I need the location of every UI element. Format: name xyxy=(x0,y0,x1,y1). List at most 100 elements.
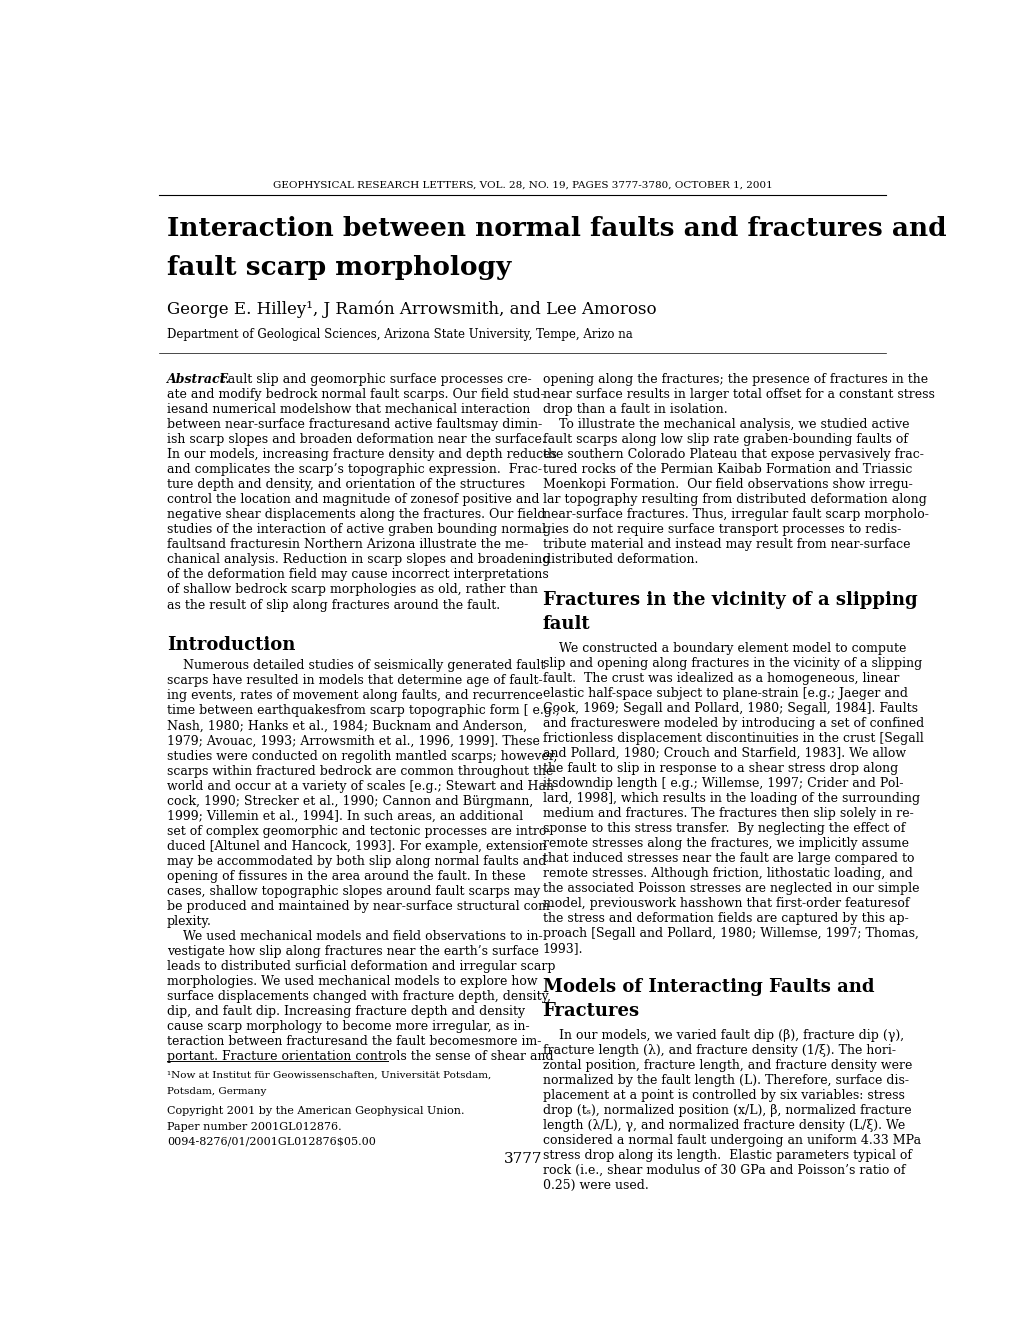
Text: and Pollard, 1980; Crouch and Starfield, 1983]. We allow: and Pollard, 1980; Crouch and Starfield,… xyxy=(542,747,905,760)
Text: the fault to slip in response to a shear stress drop along: the fault to slip in response to a shear… xyxy=(542,762,897,775)
Text: fracture length (λ), and fracture density (1/ξ). The hori-: fracture length (λ), and fracture densit… xyxy=(542,1044,895,1057)
Text: portant. Fracture orientation controls the sense of shear and: portant. Fracture orientation controls t… xyxy=(167,1051,553,1064)
Text: ing events, rates of movement along faults, and recurrence: ing events, rates of movement along faul… xyxy=(167,689,542,702)
Text: iesand numerical modelshow that mechanical interaction: iesand numerical modelshow that mechanic… xyxy=(167,403,530,416)
Text: near surface results in larger total offset for a constant stress: near surface results in larger total off… xyxy=(542,388,933,401)
Text: studies were conducted on regolith mantled scarps; however,: studies were conducted on regolith mantl… xyxy=(167,750,556,763)
Text: Fault slip and geomorphic surface processes cre-: Fault slip and geomorphic surface proces… xyxy=(220,372,531,385)
Text: distributed deformation.: distributed deformation. xyxy=(542,553,697,566)
Text: GEOPHYSICAL RESEARCH LETTERS, VOL. 28, NO. 19, PAGES 3777-3780, OCTOBER 1, 2001: GEOPHYSICAL RESEARCH LETTERS, VOL. 28, N… xyxy=(273,181,771,190)
Text: that induced stresses near the fault are large compared to: that induced stresses near the fault are… xyxy=(542,853,913,865)
Text: faultsand fracturesin Northern Arizona illustrate the me-: faultsand fracturesin Northern Arizona i… xyxy=(167,539,528,552)
Text: considered a normal fault undergoing an uniform 4.33 MPa: considered a normal fault undergoing an … xyxy=(542,1134,920,1147)
Text: teraction between fracturesand the fault becomesmore im-: teraction between fracturesand the fault… xyxy=(167,1035,541,1048)
Text: slip and opening along fractures in the vicinity of a slipping: slip and opening along fractures in the … xyxy=(542,656,921,669)
Text: lar topography resulting from distributed deformation along: lar topography resulting from distribute… xyxy=(542,494,925,506)
Text: We constructed a boundary element model to compute: We constructed a boundary element model … xyxy=(542,642,905,655)
Text: Numerous detailed studies of seismically generated fault: Numerous detailed studies of seismically… xyxy=(167,659,545,672)
Text: time between earthquakesfrom scarp topographic form [ e.g.;: time between earthquakesfrom scarp topog… xyxy=(167,705,559,717)
Text: 3777: 3777 xyxy=(503,1152,541,1167)
Text: drop (tₛ), normalized position (x/L), β, normalized fracture: drop (tₛ), normalized position (x/L), β,… xyxy=(542,1104,910,1117)
Text: Interaction between normal faults and fractures and: Interaction between normal faults and fr… xyxy=(167,216,946,242)
Text: be produced and maintained by near-surface structural com-: be produced and maintained by near-surfa… xyxy=(167,900,553,913)
Text: Paper number 2001GL012876.: Paper number 2001GL012876. xyxy=(167,1122,341,1133)
Text: as the result of slip along fractures around the fault.: as the result of slip along fractures ar… xyxy=(167,598,499,611)
Text: tribute material and instead may result from near-surface: tribute material and instead may result … xyxy=(542,539,909,552)
Text: 1999; Villemin et al., 1994]. In such areas, an additional: 1999; Villemin et al., 1994]. In such ar… xyxy=(167,809,523,822)
Text: may be accommodated by both slip along normal faults and: may be accommodated by both slip along n… xyxy=(167,855,546,867)
Text: leads to distributed surficial deformation and irregular scarp: leads to distributed surficial deformati… xyxy=(167,960,555,973)
Text: dip, and fault dip. Increasing fracture depth and density: dip, and fault dip. Increasing fracture … xyxy=(167,1006,525,1018)
Text: medium and fractures. The fractures then slip solely in re-: medium and fractures. The fractures then… xyxy=(542,807,912,820)
Text: itsdowndip length [ e.g.; Willemse, 1997; Crider and Pol-: itsdowndip length [ e.g.; Willemse, 1997… xyxy=(542,777,902,789)
Text: drop than a fault in isolation.: drop than a fault in isolation. xyxy=(542,403,727,416)
Text: Copyright 2001 by the American Geophysical Union.: Copyright 2001 by the American Geophysic… xyxy=(167,1106,464,1115)
Text: the southern Colorado Plateau that expose pervasively frac-: the southern Colorado Plateau that expos… xyxy=(542,447,922,461)
Text: control the location and magnitude of zonesof positive and: control the location and magnitude of zo… xyxy=(167,494,539,506)
Text: cock, 1990; Strecker et al., 1990; Cannon and Bürgmann,: cock, 1990; Strecker et al., 1990; Canno… xyxy=(167,795,533,808)
Text: Models of Interacting Faults and: Models of Interacting Faults and xyxy=(542,978,873,995)
Text: opening of fissures in the area around the fault. In these: opening of fissures in the area around t… xyxy=(167,870,525,883)
Text: surface displacements changed with fracture depth, density,: surface displacements changed with fract… xyxy=(167,990,550,1003)
Text: 0.25) were used.: 0.25) were used. xyxy=(542,1179,648,1192)
Text: negative shear displacements along the fractures. Our field: negative shear displacements along the f… xyxy=(167,508,545,521)
Text: cause scarp morphology to become more irregular, as in-: cause scarp morphology to become more ir… xyxy=(167,1020,529,1034)
Text: Moenkopi Formation.  Our field observations show irregu-: Moenkopi Formation. Our field observatio… xyxy=(542,478,911,491)
Text: Fractures in the vicinity of a slipping: Fractures in the vicinity of a slipping xyxy=(542,591,916,609)
Text: fault scarp morphology: fault scarp morphology xyxy=(167,255,511,280)
Text: In our models, increasing fracture density and depth reduces: In our models, increasing fracture densi… xyxy=(167,447,556,461)
Text: plexity.: plexity. xyxy=(167,915,212,928)
Text: fault.  The crust was idealized as a homogeneous, linear: fault. The crust was idealized as a homo… xyxy=(542,672,898,685)
Text: cases, shallow topographic slopes around fault scarps may: cases, shallow topographic slopes around… xyxy=(167,884,540,898)
Text: To illustrate the mechanical analysis, we studied active: To illustrate the mechanical analysis, w… xyxy=(542,418,908,432)
Text: Department of Geological Sciences, Arizona State University, Tempe, Arizo na: Department of Geological Sciences, Arizo… xyxy=(167,329,632,341)
Text: 0094-8276/01/2001GL012876$05.00: 0094-8276/01/2001GL012876$05.00 xyxy=(167,1137,376,1146)
Text: lard, 1998], which results in the loading of the surrounding: lard, 1998], which results in the loadin… xyxy=(542,792,919,805)
Text: tured rocks of the Permian Kaibab Formation and Triassic: tured rocks of the Permian Kaibab Format… xyxy=(542,463,911,477)
Text: zontal position, fracture length, and fracture density were: zontal position, fracture length, and fr… xyxy=(542,1059,911,1072)
Text: frictionless displacement discontinuities in the crust [Segall: frictionless displacement discontinuitie… xyxy=(542,731,922,744)
Text: set of complex geomorphic and tectonic processes are intro-: set of complex geomorphic and tectonic p… xyxy=(167,825,550,838)
Text: ish scarp slopes and broaden deformation near the surface.: ish scarp slopes and broaden deformation… xyxy=(167,433,545,446)
Text: Cook, 1969; Segall and Pollard, 1980; Segall, 1984]. Faults: Cook, 1969; Segall and Pollard, 1980; Se… xyxy=(542,702,917,714)
Text: ¹Now at Institut für Geowissenschaften, Universität Potsdam,: ¹Now at Institut für Geowissenschaften, … xyxy=(167,1071,491,1080)
Text: between near-surface fracturesand active faultsmay dimin-: between near-surface fracturesand active… xyxy=(167,418,542,432)
Text: scarps within fractured bedrock are common throughout the: scarps within fractured bedrock are comm… xyxy=(167,764,553,777)
Text: Abstract.: Abstract. xyxy=(167,372,230,385)
Text: opening along the fractures; the presence of fractures in the: opening along the fractures; the presenc… xyxy=(542,372,926,385)
Text: the associated Poisson stresses are neglected in our simple: the associated Poisson stresses are negl… xyxy=(542,882,918,895)
Text: George E. Hilley¹, J Ramón Arrowsmith, and Lee Amoroso: George E. Hilley¹, J Ramón Arrowsmith, a… xyxy=(167,301,656,318)
Text: sponse to this stress transfer.  By neglecting the effect of: sponse to this stress transfer. By negle… xyxy=(542,822,904,836)
Text: fault scarps along low slip rate graben-bounding faults of: fault scarps along low slip rate graben-… xyxy=(542,433,907,446)
Text: ture depth and density, and orientation of the structures: ture depth and density, and orientation … xyxy=(167,478,525,491)
Text: In our models, we varied fault dip (β), fracture dip (γ),: In our models, we varied fault dip (β), … xyxy=(542,1028,903,1041)
Text: placement at a point is controlled by six variables: stress: placement at a point is controlled by si… xyxy=(542,1089,904,1102)
Text: studies of the interaction of active graben bounding normal: studies of the interaction of active gra… xyxy=(167,523,545,536)
Text: stress drop along its length.  Elastic parameters typical of: stress drop along its length. Elastic pa… xyxy=(542,1148,911,1162)
Text: elastic half-space subject to plane-strain [e.g.; Jaeger and: elastic half-space subject to plane-stra… xyxy=(542,686,907,700)
Text: model, previouswork hasshown that first-order featuresof: model, previouswork hasshown that first-… xyxy=(542,898,908,911)
Text: scarps have resulted in models that determine age of fault-: scarps have resulted in models that dete… xyxy=(167,675,542,688)
Text: Nash, 1980; Hanks et al., 1984; Bucknam and Anderson,: Nash, 1980; Hanks et al., 1984; Bucknam … xyxy=(167,719,527,733)
Text: gies do not require surface transport processes to redis-: gies do not require surface transport pr… xyxy=(542,523,900,536)
Text: 1979; Avouac, 1993; Arrowsmith et al., 1996, 1999]. These: 1979; Avouac, 1993; Arrowsmith et al., 1… xyxy=(167,734,539,747)
Text: We used mechanical models and field observations to in-: We used mechanical models and field obse… xyxy=(167,931,542,942)
Text: remote stresses along the fractures, we implicitly assume: remote stresses along the fractures, we … xyxy=(542,837,908,850)
Text: Fractures: Fractures xyxy=(542,1002,639,1020)
Text: chanical analysis. Reduction in scarp slopes and broadening: chanical analysis. Reduction in scarp sl… xyxy=(167,553,550,566)
Text: Introduction: Introduction xyxy=(167,636,296,653)
Text: 1993].: 1993]. xyxy=(542,942,583,956)
Text: remote stresses. Although friction, lithostatic loading, and: remote stresses. Although friction, lith… xyxy=(542,867,911,880)
Text: proach [Segall and Pollard, 1980; Willemse, 1997; Thomas,: proach [Segall and Pollard, 1980; Willem… xyxy=(542,928,917,940)
Text: vestigate how slip along fractures near the earth’s surface: vestigate how slip along fractures near … xyxy=(167,945,538,958)
Text: the stress and deformation fields are captured by this ap-: the stress and deformation fields are ca… xyxy=(542,912,907,925)
Text: Potsdam, Germany: Potsdam, Germany xyxy=(167,1088,266,1097)
Text: of shallow bedrock scarp morphologies as old, rather than: of shallow bedrock scarp morphologies as… xyxy=(167,583,537,597)
Text: of the deformation field may cause incorrect interpretations: of the deformation field may cause incor… xyxy=(167,569,548,581)
Text: duced [Altunel and Hancock, 1993]. For example, extension: duced [Altunel and Hancock, 1993]. For e… xyxy=(167,840,546,853)
Text: rock (i.e., shear modulus of 30 GPa and Poisson’s ratio of: rock (i.e., shear modulus of 30 GPa and … xyxy=(542,1164,904,1177)
Text: ate and modify bedrock normal fault scarps. Our field stud-: ate and modify bedrock normal fault scar… xyxy=(167,388,544,401)
Text: and complicates the scarp’s topographic expression.  Frac-: and complicates the scarp’s topographic … xyxy=(167,463,541,477)
Text: fault: fault xyxy=(542,615,590,634)
Text: world and occur at a variety of scales [e.g.; Stewart and Han-: world and occur at a variety of scales [… xyxy=(167,780,557,792)
